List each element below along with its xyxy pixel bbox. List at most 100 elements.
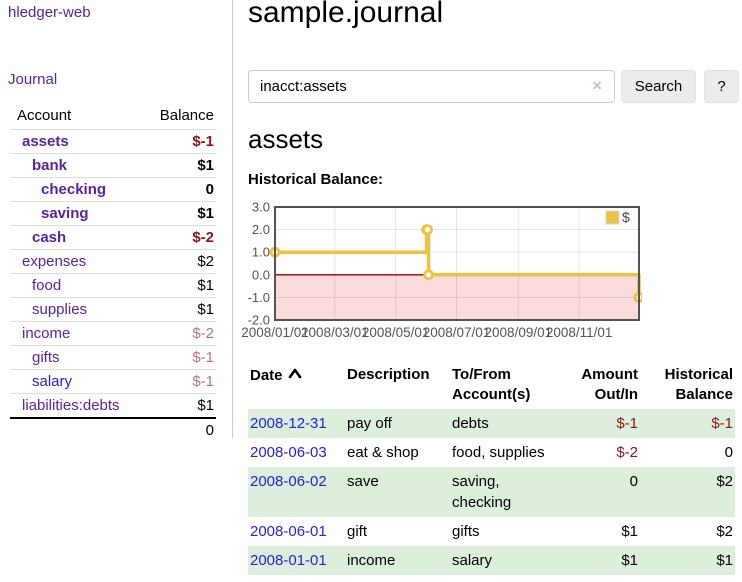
page-title: sample.journal — [248, 0, 444, 29]
register-row: 2008-12-31 pay off debts $-1 $-1 — [248, 408, 735, 438]
transaction-description: income — [345, 545, 450, 575]
account-balance: $1 — [138, 153, 216, 178]
y-axis-tick-label: 2.0 — [252, 222, 270, 237]
account-balance: $1 — [138, 297, 216, 322]
register-row: 2008-06-01 gift gifts $1 $2 — [248, 517, 735, 546]
transaction-accounts: saving, checking — [450, 466, 562, 517]
transaction-accounts: debts — [450, 408, 562, 438]
transaction-accounts: salary — [450, 545, 562, 575]
x-axis-tick-label: 2008/11/01 — [546, 325, 613, 340]
account-link-expenses[interactable]: expenses — [22, 253, 87, 270]
accounts-header-account: Account — [17, 107, 72, 124]
account-link-bank[interactable]: bank — [32, 157, 68, 174]
account-row: bank $1 — [10, 153, 216, 178]
account-row: income $-2 — [10, 321, 216, 346]
account-row: salary $-1 — [10, 369, 216, 394]
transaction-description: save — [345, 466, 450, 517]
account-row: supplies $1 — [10, 297, 216, 322]
account-link-saving[interactable]: saving — [41, 205, 89, 222]
account-heading: assets — [248, 124, 324, 154]
y-axis-tick-label: -1.0 — [248, 290, 270, 305]
account-link-income[interactable]: income — [22, 325, 71, 342]
account-balance: $-2 — [138, 225, 216, 250]
chart-title: Historical Balance: — [248, 171, 384, 188]
account-row: cash $-2 — [10, 225, 216, 250]
chart-canvas: $3.0 2.0 1.0 0.0 -1.0 -2.02008/01/012008/03/0… — [241, 200, 645, 340]
account-row: checking 0 — [10, 177, 216, 202]
transaction-description: gift — [347, 522, 368, 540]
transaction-balance: $2 — [716, 522, 733, 540]
transaction-date-link[interactable]: 2008-06-02 — [250, 472, 327, 490]
search-form: × Search ? — [248, 70, 742, 104]
account-balance: $1 — [138, 201, 216, 226]
transaction-balance: 0 — [724, 443, 733, 461]
clear-search-icon[interactable]: × — [592, 76, 602, 95]
sort-ascending-icon — [288, 365, 302, 385]
transaction-description: eat & shop — [347, 443, 419, 461]
account-link-checking[interactable]: checking — [41, 181, 107, 198]
account-balance: $1 — [138, 393, 216, 418]
register-row: 2008-06-03 eat & shop food, supplies $-2 0 — [248, 438, 735, 467]
y-axis-tick-label: -2.0 — [248, 313, 270, 328]
account-balance: $-2 — [138, 321, 216, 346]
legend-swatch — [605, 210, 620, 225]
x-axis-tick-label: 2008/01/01 — [242, 325, 309, 340]
transaction-date-link[interactable]: 2008-12-31 — [250, 414, 327, 432]
search-input[interactable] — [248, 70, 615, 103]
register-header-accounts: To/From Account(s) — [452, 366, 531, 404]
transaction-date-link[interactable]: 2008-06-01 — [250, 522, 327, 540]
chart-border — [274, 206, 640, 321]
transaction-description: pay off — [345, 408, 450, 438]
x-axis-tick-label: 2008/03/01 — [301, 325, 369, 340]
transaction-balance: $1 — [640, 545, 735, 575]
x-axis-tick-label: 2008/09/01 — [485, 325, 553, 340]
account-link-liabilities-debts[interactable]: liabilities:debts — [22, 397, 120, 414]
x-axis-tick-label: 2008/07/01 — [423, 325, 491, 340]
account-link-salary[interactable]: salary — [32, 373, 73, 390]
account-link-food[interactable]: food — [32, 277, 62, 294]
account-row: saving $1 — [10, 201, 216, 226]
y-axis-tick-label: 0.0 — [252, 267, 270, 282]
account-row: expenses $2 — [10, 249, 216, 274]
account-link-cash[interactable]: cash — [32, 229, 67, 246]
transaction-date-link[interactable]: 2008-06-03 — [250, 443, 327, 461]
account-balance: $-1 — [138, 129, 216, 154]
historical-balance-chart: $3.0 2.0 1.0 0.0 -1.0 -2.0 2008/01/01 2008/03/0… — [241, 200, 645, 344]
data-point-marker — [422, 224, 433, 236]
account-row: gifts $-1 — [10, 345, 216, 370]
account-balance: $-1 — [138, 369, 216, 394]
register-table: Date Description To/From Account(s) Amou… — [248, 362, 735, 575]
chart-negative-region — [275, 274, 639, 320]
help-button[interactable]: ? — [704, 70, 739, 103]
legend-label: $ — [622, 209, 630, 225]
accounts-total-value: 0 — [138, 417, 216, 442]
transaction-date-link[interactable]: 2008-01-01 — [250, 551, 327, 569]
register-row: 2008-01-01 income salary $1 $1 — [248, 545, 735, 575]
account-balance: $-1 — [138, 345, 216, 370]
app-title-link[interactable]: hledger-web — [8, 4, 91, 21]
accounts-total-row: 0 — [10, 417, 216, 442]
register-header-balance: Historical Balance — [664, 366, 733, 404]
account-link-gifts[interactable]: gifts — [32, 349, 60, 366]
transaction-accounts: food, supplies — [452, 443, 545, 461]
register-header-amount: Amount Out/In — [581, 366, 638, 404]
account-balance: 0 — [138, 177, 216, 202]
account-balance: $1 — [138, 273, 216, 298]
sidebar-item-journal[interactable]: Journal — [8, 71, 58, 88]
y-axis-tick-label: 3.0 — [252, 202, 270, 215]
register-header-row: Date Description To/From Account(s) Amou… — [248, 362, 735, 409]
y-axis-tick-label: 1.0 — [252, 245, 270, 260]
transaction-amount: $-2 — [616, 443, 638, 461]
accounts-header-row: Account Balance — [10, 103, 216, 130]
transaction-amount: 0 — [562, 466, 640, 517]
account-link-assets[interactable]: assets — [22, 133, 69, 150]
x-axis-tick-label: 2008/05/01 — [362, 325, 430, 340]
search-button[interactable]: Search — [621, 70, 696, 103]
register-row: 2008-06-02 save saving, checking 0 $2 — [248, 466, 735, 517]
sidebar: hledger-web Journal Account Balance asse… — [0, 0, 233, 442]
account-row: food $1 — [10, 273, 216, 298]
account-row: assets $-1 — [10, 129, 216, 154]
main-content: sample.journal × Search ? assets Histori… — [241, 0, 742, 582]
account-link-supplies[interactable]: supplies — [32, 301, 88, 318]
register-header-date[interactable]: Date — [248, 362, 345, 409]
